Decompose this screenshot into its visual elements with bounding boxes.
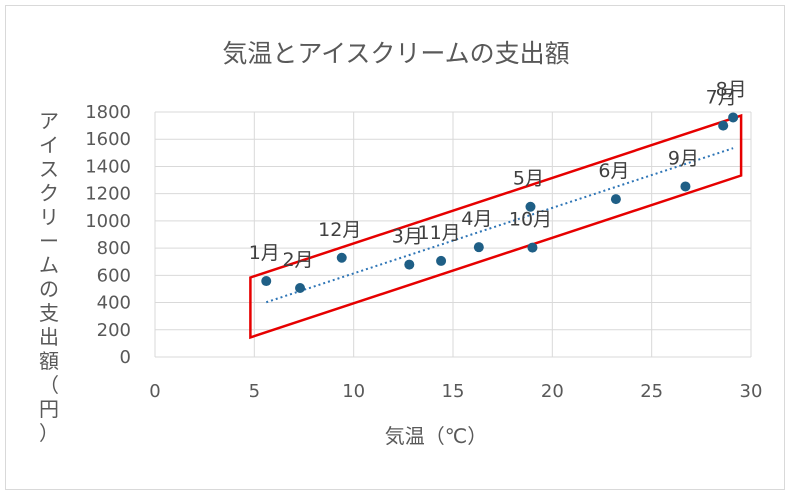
y-axis-title-char: 出: [39, 325, 59, 349]
data-label: 10月: [509, 209, 552, 231]
y-tick-label: 600: [97, 265, 131, 286]
data-point: [295, 282, 306, 293]
y-axis-title-char: ー: [39, 229, 59, 253]
y-axis-title-char: 円: [39, 397, 59, 421]
x-tick-label: 25: [640, 381, 663, 402]
x-tick-label: 5: [249, 381, 260, 402]
y-axis-title-char: の: [39, 277, 59, 301]
y-axis-title-char: （: [39, 373, 59, 397]
data-label: 12月: [318, 219, 361, 241]
data-label: 6月: [598, 160, 629, 182]
data-point: [525, 201, 536, 212]
data-point: [527, 242, 538, 253]
y-tick-label: 400: [97, 293, 131, 314]
x-tick-label: 10: [342, 381, 365, 402]
x-tick-label: 15: [442, 381, 465, 402]
data-point: [680, 181, 691, 192]
y-tick-label: 1800: [85, 102, 131, 123]
data-point: [436, 255, 447, 266]
data-point: [610, 194, 621, 205]
data-label: 1月: [249, 242, 280, 264]
data-point: [261, 276, 272, 287]
y-axis-title-char: 額: [39, 349, 59, 373]
x-tick-label: 0: [149, 381, 160, 402]
data-label: 9月: [668, 147, 699, 169]
data-label: 5月: [513, 168, 544, 190]
tick-labels: 0 200 400 600 800 1000 1200 1400 1600 1800 0 5 10 15 2…: [85, 102, 762, 402]
data-label: 11月: [417, 222, 460, 244]
trendline-layer: [265, 147, 734, 304]
y-tick-label: 1000: [85, 211, 131, 232]
y-axis-title-char: 支: [39, 301, 59, 325]
data-point: [718, 120, 729, 131]
x-tick-label: 30: [740, 381, 763, 402]
y-tick-label: 800: [97, 238, 131, 259]
x-tick-label: 20: [541, 381, 564, 402]
data-label: 3月: [392, 226, 423, 248]
data-point: [473, 242, 484, 253]
y-tick-label: 0: [120, 347, 131, 368]
data-label: 4月: [461, 208, 492, 230]
highlight-layer: [249, 113, 743, 340]
y-axis-title: アイスクリームの支出額（円）: [39, 109, 59, 445]
y-tick-label: 200: [97, 320, 131, 341]
trendline: [265, 147, 734, 304]
data-point: [728, 112, 739, 123]
x-axis-title: 気温（℃）: [385, 424, 487, 448]
gridlines: [154, 111, 752, 358]
data-points: [261, 112, 739, 293]
chart-title: 気温とアイスクリームの支出額: [222, 39, 569, 68]
y-axis-title-char: ス: [39, 157, 59, 181]
y-axis-title-char: リ: [39, 205, 59, 229]
data-point: [336, 252, 347, 263]
y-tick-label: 1600: [85, 129, 131, 150]
y-axis-title-char: イ: [39, 133, 59, 157]
y-tick-label: 1400: [85, 156, 131, 177]
data-label: 2月: [282, 249, 313, 271]
y-axis-title-char: ）: [39, 421, 59, 445]
y-tick-label: 1200: [85, 184, 131, 205]
data-label: 7月: [706, 87, 737, 109]
y-axis-title-char: ム: [39, 253, 59, 277]
data-point: [404, 259, 415, 270]
y-axis-title-char: ア: [39, 109, 59, 133]
chart-frame: [5, 5, 785, 490]
y-axis-title-char: ク: [39, 181, 59, 205]
data-label: 8月: [716, 78, 747, 100]
highlight-box: [249, 113, 743, 340]
